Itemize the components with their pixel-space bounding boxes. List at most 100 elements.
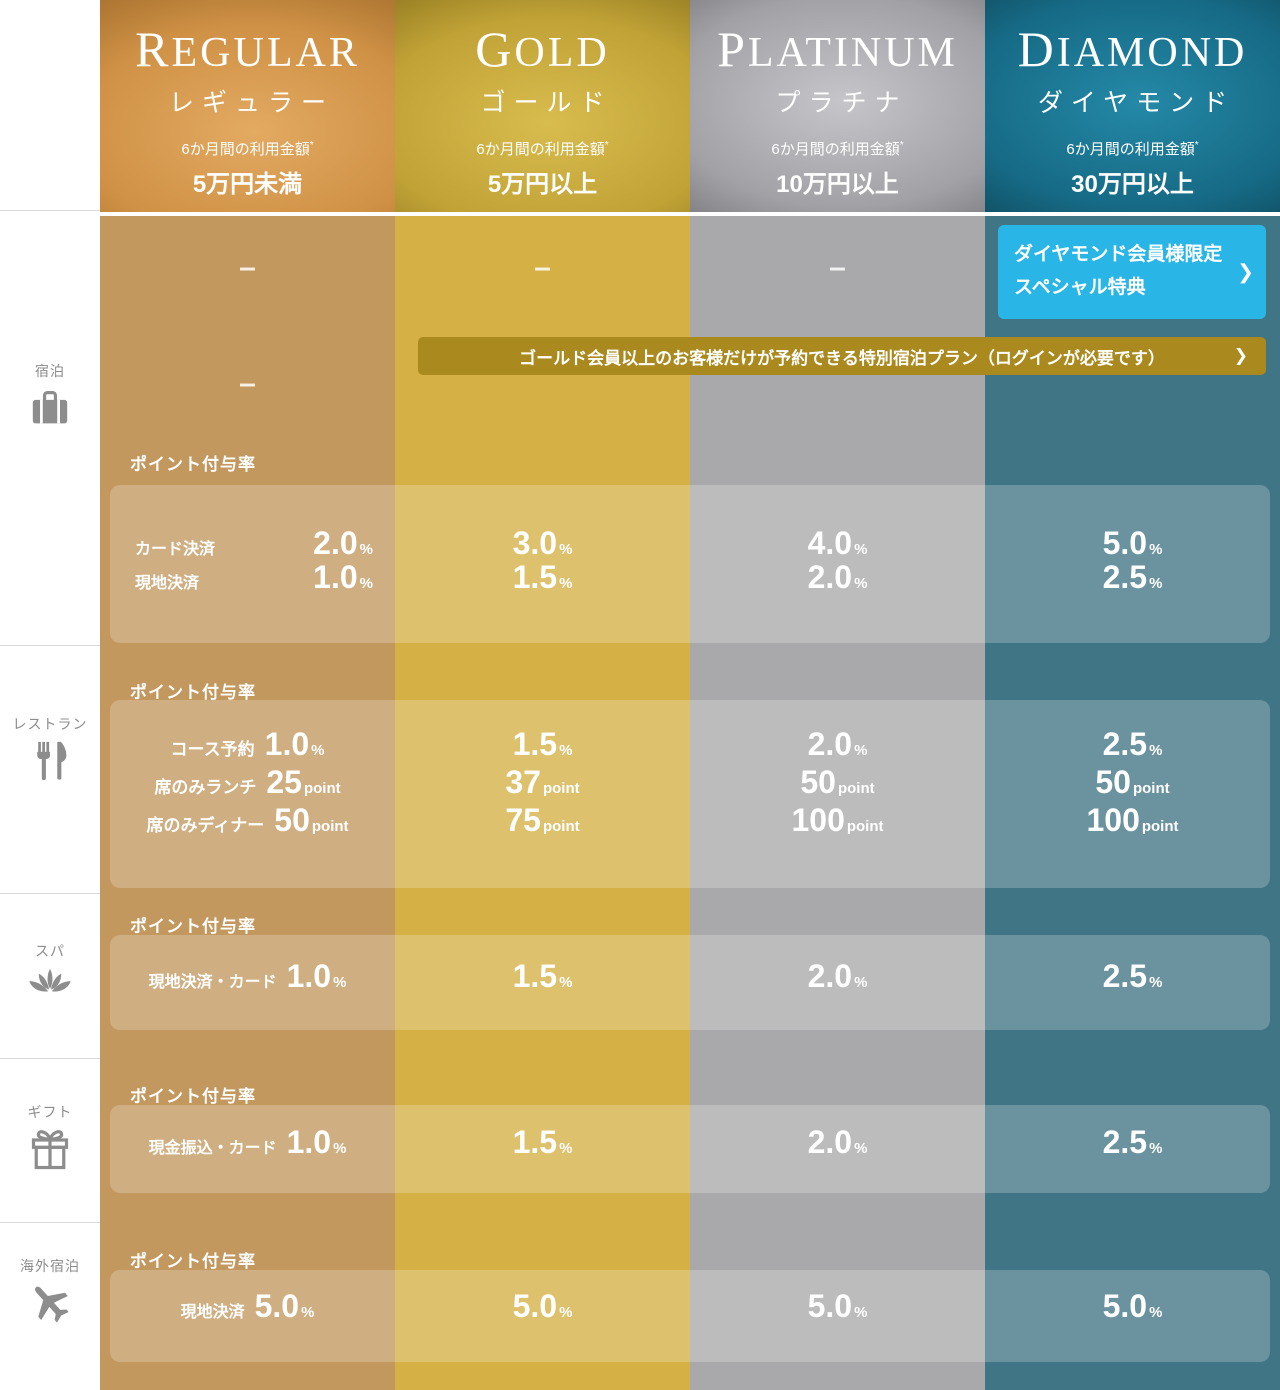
panel-gift-rates (110, 1105, 1270, 1193)
sidebar-item-accommodation: 宿泊 (0, 210, 100, 645)
gift-icon (0, 1128, 100, 1174)
rate-heading-restaurant: ポイント付与率 (130, 683, 256, 702)
tier-threshold: 5万円以上 (487, 171, 598, 198)
note-asterisk: * (899, 140, 904, 151)
rate-value: 25 point (266, 764, 341, 800)
tier-period-label: 6か月間の利用金額* (985, 138, 1280, 159)
rate-value: 3.0% (512, 525, 573, 561)
tier-header-platinum: PLATINUM プラチナ 6か月間の利用金額* 10万円以上 (690, 0, 985, 212)
sidebar-label: ギフト (27, 1104, 73, 1120)
panel-accommodation-rates (110, 485, 1270, 643)
rate-label: 席のみランチ (154, 778, 257, 797)
diamond-button-line1: ダイヤモンド会員様限定 (1014, 244, 1223, 265)
panel-restaurant-rates (110, 700, 1270, 888)
rate-value: 2.5% (1102, 726, 1163, 762)
tier-period-text: 6か月間の利用金額 (1066, 141, 1195, 158)
diamond-special-benefit-button[interactable]: ダイヤモンド会員様限定 スペシャル特典 ❯ (998, 225, 1266, 319)
sidebar-item-overseas: 海外宿泊 (0, 1222, 100, 1390)
airplane-icon (0, 1280, 100, 1326)
note-asterisk: * (309, 140, 314, 151)
tier-name-en: GOLD (475, 21, 610, 77)
rate-label: 現地決済 (180, 1304, 245, 1321)
tier-name-jp: ゴールド (480, 90, 613, 117)
rate-heading-gift: ポイント付与率 (130, 1087, 256, 1106)
restaurant-rate-row-dinner: 席のみディナー 50 point 75 point 100 point 100 point (100, 804, 1280, 842)
tier-header-diamond: DIAMOND ダイヤモンド 6か月間の利用金額* 30万円以上 (985, 0, 1280, 212)
rate-label: 現地決済 (135, 575, 200, 592)
rate-value: 2.5% (1102, 559, 1163, 595)
gold-members-plan-banner[interactable]: ゴールド会員以上のお客様だけが予約できる特別宿泊プラン（ログインが必要です） ❯ (418, 337, 1266, 375)
rate-value: 1.5% (512, 559, 573, 595)
rate-value: 100 point (791, 802, 884, 838)
rate-heading-spa: ポイント付与率 (130, 917, 256, 936)
sidebar-label: レストラン (12, 716, 88, 732)
panel-overseas-rates (110, 1270, 1270, 1362)
note-asterisk: * (1194, 140, 1199, 151)
rate-heading-accommodation: ポイント付与率 (130, 455, 256, 474)
no-benefit-dash: – (534, 251, 551, 284)
accommodation-rate-row-local: 現地決済 1.0% 1.5% 2.0% 2.5% (100, 561, 1280, 597)
tier-period-text: 6か月間の利用金額 (771, 141, 900, 158)
rate-heading-overseas: ポイント付与率 (130, 1252, 256, 1271)
rate-value: 2.0% (313, 525, 373, 561)
rate-label: カード決済 (135, 541, 216, 558)
rate-value: 1.5% (512, 1124, 573, 1160)
sidebar-item-spa: スパ (0, 893, 100, 1058)
no-benefit-dash: – (829, 251, 846, 284)
rate-value: 5.0% (512, 1288, 573, 1324)
tier-name-en: PLATINUM (717, 21, 958, 77)
chevron-right-icon: ❯ (1233, 346, 1248, 366)
rate-value: 1.5% (512, 726, 573, 762)
tier-name-jp: レギュラー (168, 90, 334, 117)
tier-threshold: 30万円以上 (1071, 171, 1194, 198)
rate-value: 50 point (800, 764, 875, 800)
rate-value: 5.0% (807, 1288, 868, 1324)
tier-period-label: 6か月間の利用金額* (690, 138, 985, 159)
rate-value: 2.0% (807, 559, 868, 595)
tier-period-label: 6か月間の利用金額* (395, 138, 690, 159)
rate-value: 2.5% (1102, 1124, 1163, 1160)
rate-value: 1.0% (286, 958, 347, 994)
sidebar-label: 海外宿泊 (20, 1258, 80, 1274)
gold-plan-row: – (100, 368, 1280, 400)
tier-header-gold: GOLD ゴールド 6か月間の利用金額* 5万円以上 (395, 0, 690, 212)
rate-value: 37 point (505, 764, 580, 800)
overseas-rate-row: 現地決済 5.0% 5.0% 5.0% 5.0% (100, 1290, 1280, 1326)
tier-name-jp: プラチナ (775, 90, 908, 117)
sidebar-item-gift: ギフト (0, 1058, 100, 1222)
rate-value: 5.0% (254, 1288, 315, 1324)
rate-value: 5.0% (1102, 525, 1163, 561)
rate-value: 75 point (505, 802, 580, 838)
rate-value: 4.0% (807, 525, 868, 561)
rate-value: 1.0% (264, 726, 325, 762)
chevron-right-icon: ❯ (1237, 259, 1254, 284)
tier-period-text: 6か月間の利用金額 (476, 141, 605, 158)
column-gold (395, 216, 690, 1390)
sidebar-label: スパ (35, 943, 65, 959)
rate-label: 現地決済・カード (148, 974, 277, 991)
tier-name-jp: ダイヤモンド (1037, 90, 1236, 117)
tier-period-label: 6か月間の利用金額* (100, 138, 395, 159)
rate-label: コース予約 (170, 740, 255, 759)
rate-value: 100 point (1086, 802, 1179, 838)
rate-label: 現金振込・カード (148, 1140, 277, 1157)
rate-value: 50 point (1095, 764, 1170, 800)
restaurant-rate-row-course: コース予約 1.0% 1.5% 2.0% 2.5% (100, 728, 1280, 766)
rate-value: 2.0% (807, 1124, 868, 1160)
gift-rate-row: 現金振込・カード 1.0% 1.5% 2.0% 2.5% (100, 1126, 1280, 1162)
spa-rate-row: 現地決済・カード 1.0% 1.5% 2.0% 2.5% (100, 960, 1280, 996)
no-benefit-dash: – (239, 367, 256, 400)
rate-value: 1.0% (286, 1124, 347, 1160)
tier-header-regular: REGULAR レギュラー 6か月間の利用金額* 5万円未満 (100, 0, 395, 212)
special-benefit-row: – – – (100, 252, 1280, 284)
lotus-icon (0, 967, 100, 997)
column-regular (100, 216, 395, 1390)
column-diamond (985, 216, 1280, 1390)
tier-name-en: DIAMOND (1017, 21, 1248, 77)
suitcase-icon (0, 389, 100, 427)
rate-value: 50 point (274, 802, 349, 838)
diamond-button-line2: スペシャル特典 (1014, 277, 1146, 298)
no-benefit-dash: – (239, 251, 256, 284)
column-platinum (690, 216, 985, 1390)
rate-value: 1.0% (313, 559, 373, 595)
